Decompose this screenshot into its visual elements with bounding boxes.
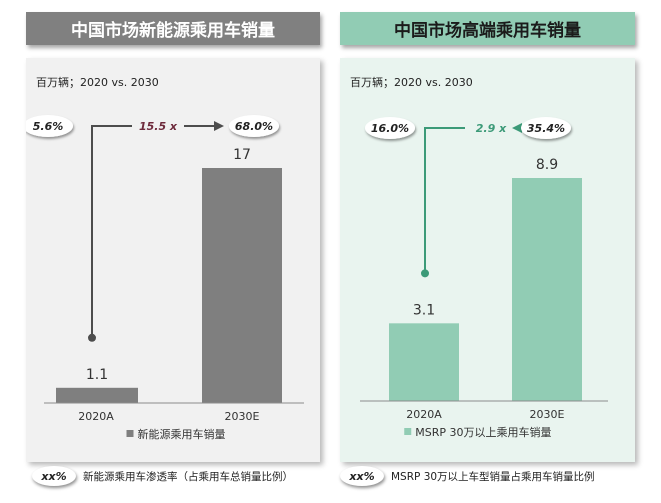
- bar-2020A: [389, 323, 459, 401]
- footer-badge: xx%: [32, 466, 76, 486]
- footer-text: MSRP 30万以上车型销量占乘用车销量比例: [391, 470, 595, 483]
- chart-panel-nev: 百万辆；2020 vs. 2030 1.1 17 2020A 2030E 新能源乘用车销量…: [26, 58, 320, 462]
- growth-multiplier: 15.5 x: [139, 120, 178, 133]
- bar-2030E: [512, 178, 582, 401]
- unit-label: 百万辆；2020 vs. 2030: [36, 75, 159, 89]
- x-tick-label: 2030E: [530, 408, 565, 421]
- growth-connector: [424, 127, 465, 274]
- growth-connector: [91, 125, 132, 338]
- share-label: 5.6%: [33, 120, 64, 133]
- chart-nev: 百万辆；2020 vs. 2030 1.1 17 2020A 2030E 新能源乘用车销量…: [26, 75, 304, 441]
- unit-label: 百万辆；2020 vs. 2030: [350, 75, 473, 89]
- share-badge: [26, 115, 73, 137]
- footer-note-nev: xx% 新能源乘用车渗透率（占乘用车总销量比例）: [32, 464, 293, 488]
- share-label: 35.4%: [527, 122, 565, 135]
- x-tick-label: 2020A: [78, 410, 114, 423]
- x-tick-label: 2030E: [225, 410, 260, 423]
- connector-dot: [421, 269, 429, 278]
- share-label: 16.0%: [371, 122, 409, 135]
- growth-multiplier: 2.9 x: [476, 122, 507, 135]
- chart-panel-premium: 百万辆；2020 vs. 2030 3.1 8.9 2020A 2030E MSRP 30…: [340, 58, 635, 462]
- legend-label: MSRP 30万以上乘用车销量: [415, 425, 551, 439]
- legend-label: 新能源乘用车销量: [138, 427, 226, 441]
- share-label: 68.0%: [235, 120, 273, 133]
- x-tick-label: 2020A: [406, 408, 442, 421]
- bar-2030E: [202, 168, 282, 403]
- footer-badge: xx%: [340, 466, 384, 486]
- share-badge: [229, 115, 279, 137]
- legend-swatch: [404, 428, 412, 435]
- bar-2020A: [56, 387, 138, 403]
- value-label: 17: [233, 147, 251, 163]
- chart-title-nev: 中国市场新能源乘用车销量: [26, 12, 320, 45]
- value-label: 3.1: [413, 302, 435, 318]
- share-badge: [521, 117, 571, 139]
- chart-title-premium: 中国市场高端乘用车销量: [340, 12, 635, 45]
- legend-swatch: [126, 430, 134, 437]
- chart-premium: 百万辆；2020 vs. 2030 3.1 8.9 2020A 2030E MSRP 30…: [350, 75, 608, 439]
- value-label: 8.9: [536, 157, 558, 173]
- share-badge: [365, 117, 415, 139]
- connector-dot: [88, 333, 96, 342]
- footer-text: 新能源乘用车渗透率（占乘用车总销量比例）: [83, 470, 293, 483]
- footer-note-premium: xx% MSRP 30万以上车型销量占乘用车销量比例: [340, 464, 595, 488]
- value-label: 1.1: [86, 367, 108, 383]
